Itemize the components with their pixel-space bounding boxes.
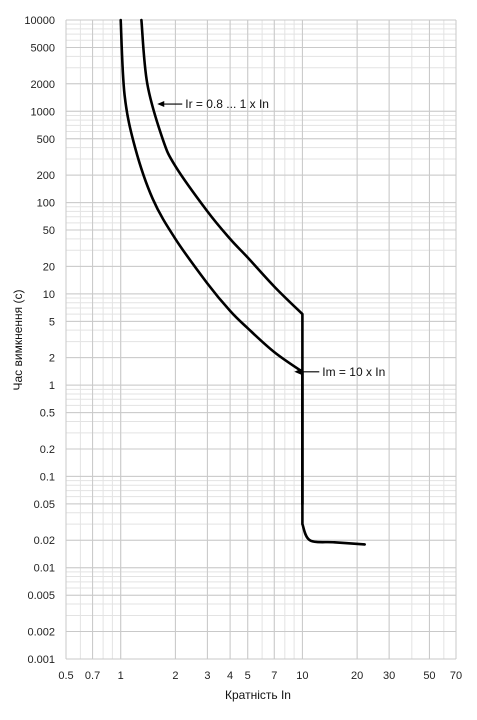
annotation-text: Ir = 0.8 ... 1 x In bbox=[185, 97, 269, 111]
annotation-1: Ir = 0.8 ... 1 x In bbox=[157, 97, 269, 111]
y-axis-ticks: 0.001 0.002 0.005 0.01 0.02 0.05 0.1 0.2 0.5 1 2 5 1… bbox=[24, 15, 55, 666]
y-tick-label: 1 bbox=[49, 380, 55, 392]
y-tick-label: 100 bbox=[37, 198, 55, 210]
y-tick-label: 500 bbox=[37, 134, 55, 146]
x-tick-label: 0.7 bbox=[85, 670, 100, 682]
series-line-1 bbox=[119, 18, 366, 546]
x-tick-label: 20 bbox=[351, 670, 363, 682]
series-line-2 bbox=[140, 18, 304, 506]
y-tick-label: 5 bbox=[49, 316, 55, 328]
x-tick-label: 0.5 bbox=[58, 670, 73, 682]
annotations: Ir = 0.8 ... 1 x In Im = 10 x In bbox=[157, 97, 385, 379]
annotation-arrowhead bbox=[157, 101, 165, 108]
y-tick-label: 0.05 bbox=[34, 499, 55, 511]
y-tick-label: 1000 bbox=[31, 106, 55, 118]
x-tick-label: 7 bbox=[271, 670, 277, 682]
y-axis-label: Час вимкнення (с) bbox=[11, 290, 25, 391]
y-tick-label: 0.5 bbox=[40, 408, 55, 420]
x-tick-label: 70 bbox=[450, 670, 462, 682]
y-tick-label: 5000 bbox=[31, 42, 55, 54]
x-tick-label: 50 bbox=[423, 670, 435, 682]
y-tick-label: 10000 bbox=[24, 15, 55, 27]
y-tick-label: 10 bbox=[43, 289, 55, 301]
y-tick-label: 2 bbox=[49, 353, 55, 365]
annotation-arrowhead bbox=[294, 368, 302, 375]
y-tick-label: 0.02 bbox=[34, 535, 55, 547]
x-tick-label: 30 bbox=[383, 670, 395, 682]
y-tick-label: 0.01 bbox=[34, 563, 55, 575]
grid bbox=[65, 19, 457, 660]
y-tick-label: 0.1 bbox=[40, 471, 55, 483]
x-tick-label: 3 bbox=[204, 670, 210, 682]
y-tick-label: 0.2 bbox=[40, 444, 55, 456]
annotation-2: Im = 10 x In bbox=[294, 365, 385, 379]
x-tick-label: 1 bbox=[118, 670, 124, 682]
annotation-text: Im = 10 x In bbox=[322, 365, 385, 379]
y-tick-label: 0.002 bbox=[27, 627, 55, 639]
y-tick-label: 0.001 bbox=[27, 654, 55, 666]
x-tick-label: 10 bbox=[296, 670, 308, 682]
x-axis-ticks: 0.5 0.7 1 2 3 4 5 7 10 20 30 50 70 bbox=[58, 670, 462, 682]
y-tick-label: 20 bbox=[43, 261, 55, 273]
curves bbox=[119, 18, 366, 546]
y-tick-label: 200 bbox=[37, 170, 55, 182]
y-tick-label: 2000 bbox=[31, 79, 55, 91]
y-tick-label: 50 bbox=[43, 225, 55, 237]
x-tick-label: 5 bbox=[245, 670, 251, 682]
x-axis-label: Кратність In bbox=[225, 688, 291, 702]
x-tick-label: 2 bbox=[172, 670, 178, 682]
x-tick-label: 4 bbox=[227, 670, 233, 682]
y-tick-label: 0.005 bbox=[27, 590, 55, 602]
